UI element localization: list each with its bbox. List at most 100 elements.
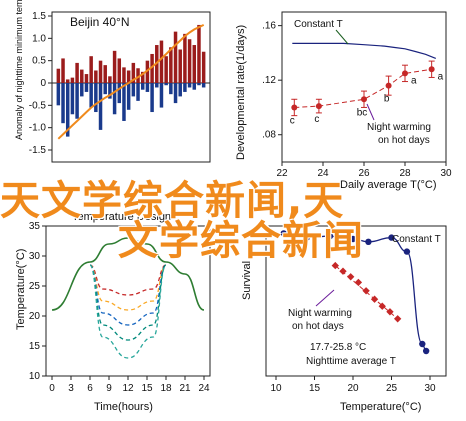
tl-positive-bar [126,70,131,83]
tl-positive-bar [112,50,117,83]
panel-bottom-right: 10 15 20 25 30 Survival Temperature(°C) Cons… [241,225,447,413]
tl-negative-bar [108,83,112,99]
tl-ylabel: Anomaly of nighttime minimum temperature… [14,0,24,140]
bl-ylabel: Temperature(°C) [15,249,27,330]
tl-positive-bar [136,68,140,83]
tl-y-tick-label: -0.5 [29,100,47,111]
br-ylabel: Survival [241,261,253,300]
panel-top-left: Beijin 40°N 1.5 1.0 0.5 0 -0.5 -1.0 -1.5 Anoma… [14,0,211,163]
tl-negative-bar [164,83,168,86]
tl-negative-bar [169,83,173,95]
tl-negative-bar [94,83,98,113]
tr-point-letter: b [384,94,390,105]
tl-negative-bar [56,83,61,106]
tl-bars [52,24,210,137]
br-ann-night-1: Night warming [288,308,352,319]
br-warming-point [347,273,355,281]
tr-warming-point [361,96,367,103]
tl-negative-bar [201,83,206,88]
br-x-tick-label: 10 [270,383,282,394]
bl-night-curve [89,264,167,296]
tl-trend-line [57,24,205,140]
tl-negative-bar [197,83,201,86]
tl-y-tick-label: 1.0 [32,33,46,44]
tr-point-letter: c [290,115,295,126]
br-ann-constant: Constant T [392,234,441,245]
tr-warming-points: c c bc b a a [290,60,444,126]
tl-positive-bar [145,60,150,83]
tl-positive-bar [169,47,173,83]
tr-point-letter: c [314,114,319,125]
tl-positive-bar [131,62,136,83]
br-warming-point [370,295,379,303]
br-ann-night-arrow [315,289,335,307]
bl-x-ticks: 0 3 6 9 12 15 18 21 24 [49,376,210,394]
br-x-tick-label: 20 [347,383,359,394]
tr-warming-point [428,66,435,73]
tl-positive-bar [94,70,98,83]
tl-positive-bar [98,60,103,83]
tl-negative-bar [173,83,178,104]
bl-night-curve [89,264,167,359]
tr-ann-constant-arrow [335,29,349,45]
tl-positive-bar [80,69,84,83]
tl-positive-bar [56,68,61,83]
tr-point-letter: a [411,75,417,86]
br-constant-point [349,235,357,243]
br-ann-nightavg: Nighttime average T [306,356,396,367]
overlay-title-line-1: 天文学综合新闻,天 [0,178,345,224]
tl-y-tick-label: 0 [40,78,46,89]
tr-point-letter: a [438,71,444,82]
tl-negative-bar [122,83,126,121]
bl-y-ticks: 35 30 25 20 15 10 [29,221,46,382]
br-warming-point [354,278,363,287]
tl-negative-bar [61,83,65,124]
tl-positive-bar [178,49,182,83]
tr-y-ticks: .16 .12 .08 [262,21,282,141]
tl-negative-bar [159,83,164,108]
tl-y-ticks: 1.5 1.0 0.5 0 -0.5 -1.0 -1.5 [29,11,52,156]
tl-positive-bar [201,51,206,83]
tl-negative-bar [75,83,79,119]
tr-constant-line [292,42,437,59]
br-warming-point [331,261,339,270]
tl-y-tick-label: 0.5 [32,56,46,67]
tl-negative-bar [145,83,150,92]
br-constant-point [403,248,411,255]
bl-x-tick-label: 15 [141,383,153,394]
bl-night-curve [89,264,167,326]
br-ann-night-2: on hot days [292,321,344,332]
bl-x-tick-label: 12 [122,383,134,394]
bl-y-tick-label: 20 [29,311,41,322]
tr-y-tick-label: .16 [262,21,276,32]
tl-positive-bar [192,45,197,83]
tr-warming-point [291,104,298,111]
tr-warming-line [294,68,432,108]
tl-positive-bar [164,56,168,83]
panel-bottom-left: Temperature Design 35 30 25 20 15 10 0 3 6 9 12 15… [15,211,211,413]
tl-negative-bar [80,83,84,97]
br-constant-point [326,233,334,240]
bl-x-tick-label: 3 [68,383,74,394]
tl-y-tick-label: 1.5 [32,11,46,22]
br-constant-point [280,230,287,237]
tr-ylabel: Developmental rate(1/days) [235,25,247,160]
br-ann-range: 17.7-25.8 °C [310,342,366,353]
br-constant-point [419,340,426,348]
bl-y-tick-label: 35 [29,221,41,232]
tr-y-tick-label: .08 [262,130,276,141]
bl-x-tick-label: 21 [179,383,191,394]
tr-x-tick-label: 28 [399,168,411,179]
tl-positive-bar [159,40,164,83]
tr-x-tick-label: 30 [440,168,452,179]
br-x-ticks: 10 15 20 25 30 [270,376,436,394]
tl-negative-bar [89,83,93,108]
tl-negative-bar [70,83,75,115]
tr-x-tick-label: 24 [317,168,329,179]
tl-positive-bar [187,39,192,83]
bl-night-curve [89,264,167,341]
br-constant-point [365,238,372,245]
tl-positive-bar [150,53,154,83]
tl-negative-bar [112,83,117,115]
